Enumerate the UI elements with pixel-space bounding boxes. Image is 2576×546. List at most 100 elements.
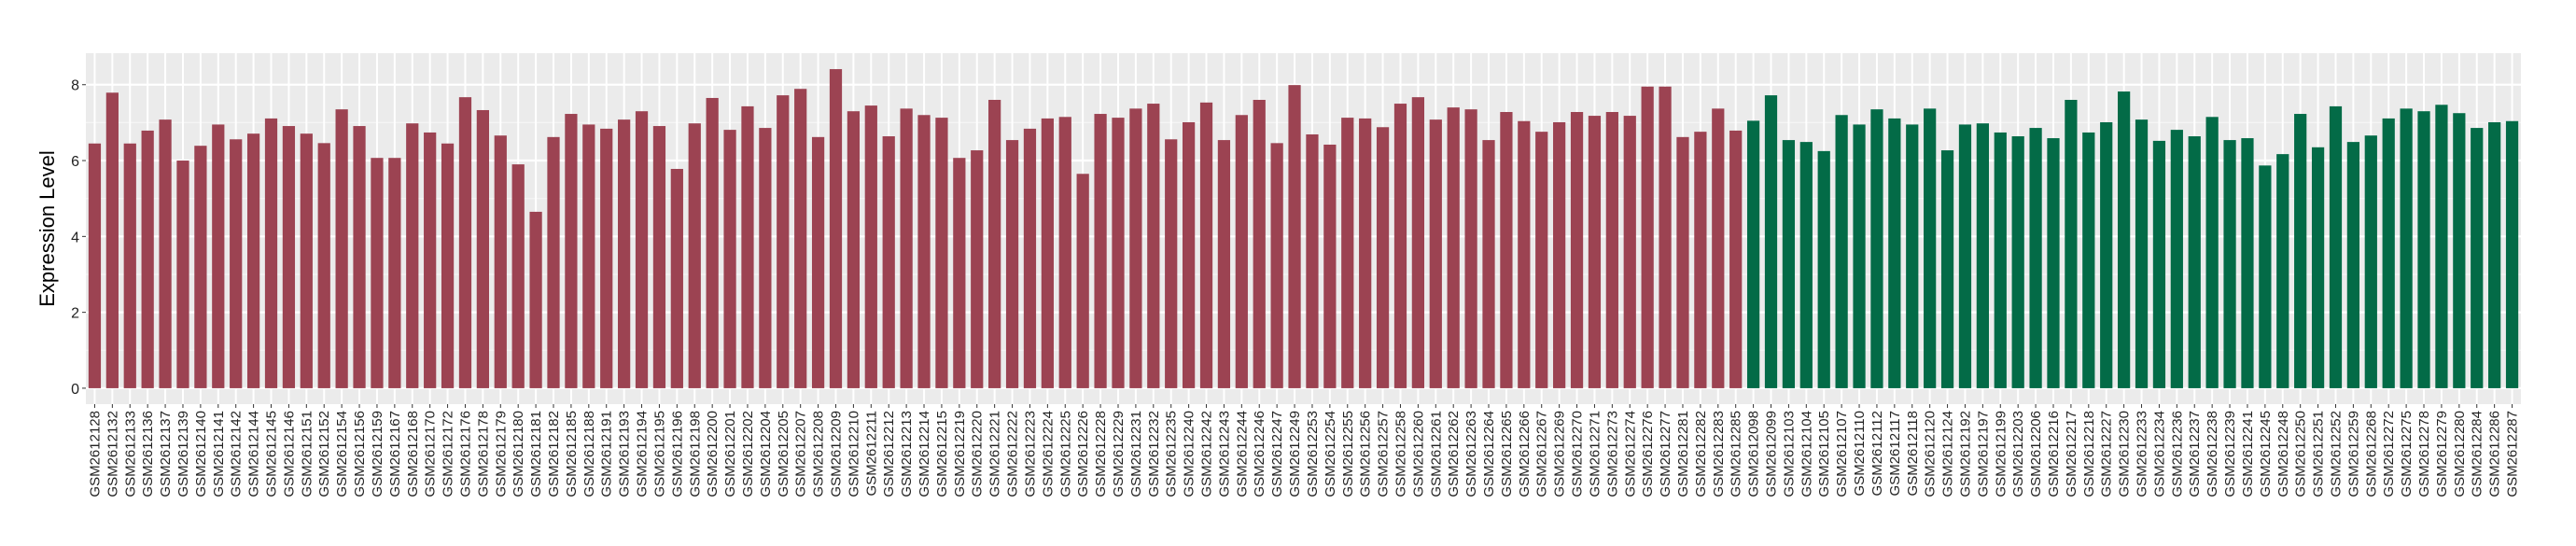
bar-GSM2612244 bbox=[1235, 115, 1248, 388]
x-tick-label: GSM2612257 bbox=[1376, 411, 1392, 497]
x-tick-label: GSM2612192 bbox=[1957, 411, 1973, 497]
x-tick-label: GSM2612176 bbox=[457, 411, 473, 497]
bar-GSM2612228 bbox=[1094, 114, 1107, 388]
bar-GSM2612107 bbox=[1835, 115, 1848, 388]
bar-GSM2612238 bbox=[2205, 117, 2219, 388]
bar-GSM2612213 bbox=[900, 108, 913, 388]
x-tick-label: GSM2612198 bbox=[687, 411, 703, 497]
bar-GSM2612167 bbox=[388, 158, 401, 388]
x-tick-label: GSM2612146 bbox=[281, 411, 297, 497]
x-tick-label: GSM2612137 bbox=[158, 411, 174, 497]
x-tick-label: GSM2612283 bbox=[1711, 411, 1727, 497]
bar-GSM2612246 bbox=[1253, 99, 1266, 388]
x-tick-label: GSM2612099 bbox=[1764, 411, 1780, 497]
bar-GSM2612159 bbox=[371, 158, 384, 388]
bar-GSM2612249 bbox=[1288, 85, 1301, 388]
x-tick-label: GSM2612204 bbox=[758, 411, 774, 497]
bar-GSM2612227 bbox=[2100, 121, 2113, 388]
x-tick-label: GSM2612255 bbox=[1340, 411, 1356, 497]
bar-GSM2612099 bbox=[1764, 95, 1778, 388]
x-tick-label: GSM2612206 bbox=[2028, 411, 2044, 497]
bar-GSM2612240 bbox=[1182, 121, 1196, 388]
bar-GSM2612232 bbox=[1147, 104, 1160, 388]
bar-GSM2612110 bbox=[1853, 124, 1866, 388]
bar-GSM2612104 bbox=[1799, 142, 1813, 388]
bar-GSM2612265 bbox=[1500, 112, 1513, 388]
bar-GSM2612237 bbox=[2188, 136, 2201, 388]
bar-GSM2612132 bbox=[105, 92, 119, 388]
bar-GSM2612220 bbox=[971, 150, 984, 388]
x-tick-label: GSM2612107 bbox=[1834, 411, 1850, 497]
x-tick-label: GSM2612210 bbox=[846, 411, 861, 497]
x-tick-label: GSM2612103 bbox=[1781, 411, 1797, 497]
bar-GSM2612196 bbox=[670, 168, 683, 388]
bar-GSM2612234 bbox=[2152, 140, 2166, 388]
bar-GSM2612152 bbox=[317, 143, 330, 388]
x-tick-label: GSM2612280 bbox=[2452, 411, 2468, 497]
bar-GSM2612278 bbox=[2417, 111, 2430, 388]
bar-GSM2612260 bbox=[1411, 97, 1425, 388]
x-axis: GSM2612128 GSM2612132 GSM2612133 GSM2612136… bbox=[87, 404, 2521, 497]
y-tick-label: 6 bbox=[71, 154, 79, 170]
x-tick-label: GSM2612284 bbox=[2470, 411, 2485, 497]
bar-GSM2612256 bbox=[1359, 118, 1372, 388]
x-tick-label: GSM2612260 bbox=[1410, 411, 1426, 497]
x-tick-label: GSM2612208 bbox=[811, 411, 827, 497]
x-tick-label: GSM2612281 bbox=[1675, 411, 1691, 497]
bar-GSM2612242 bbox=[1199, 102, 1213, 388]
x-tick-label: GSM2612110 bbox=[1852, 411, 1868, 496]
x-tick-label: GSM2612227 bbox=[2099, 411, 2115, 497]
x-tick-label: GSM2612181 bbox=[528, 411, 544, 497]
bar-GSM2612274 bbox=[1623, 116, 1636, 388]
x-tick-label: GSM2612223 bbox=[1022, 411, 1038, 497]
x-tick-label: GSM2612241 bbox=[2240, 411, 2256, 497]
x-tick-label: GSM2612228 bbox=[1093, 411, 1109, 497]
x-tick-label: GSM2612203 bbox=[2010, 411, 2026, 497]
bar-GSM2612276 bbox=[1641, 86, 1654, 388]
x-tick-label: GSM2612259 bbox=[2345, 411, 2361, 497]
x-tick-label: GSM2612266 bbox=[1517, 411, 1533, 497]
x-tick-label: GSM2612271 bbox=[1587, 411, 1603, 497]
bar-GSM2612248 bbox=[2276, 154, 2289, 388]
bar-GSM2612262 bbox=[1447, 107, 1460, 388]
x-tick-label: GSM2612225 bbox=[1057, 411, 1073, 497]
bar-GSM2612188 bbox=[582, 124, 595, 388]
x-tick-label: GSM2612182 bbox=[546, 411, 562, 497]
bar-GSM2612250 bbox=[2294, 114, 2307, 388]
x-tick-label: GSM2612243 bbox=[1216, 411, 1232, 497]
bar-GSM2612222 bbox=[1005, 140, 1019, 388]
bar-GSM2612193 bbox=[618, 119, 631, 388]
bar-GSM2612208 bbox=[811, 136, 825, 388]
x-tick-label: GSM2612142 bbox=[229, 411, 245, 497]
bar-GSM2612151 bbox=[300, 133, 313, 388]
x-tick-label: GSM2612136 bbox=[140, 411, 156, 497]
x-tick-label: GSM2612246 bbox=[1252, 411, 1267, 497]
x-tick-label: GSM2612144 bbox=[246, 411, 262, 497]
x-tick-label: GSM2612233 bbox=[2135, 411, 2150, 497]
x-tick-label: GSM2612231 bbox=[1128, 411, 1144, 497]
x-tick-label: GSM2612201 bbox=[722, 411, 738, 497]
x-tick-label: GSM2612263 bbox=[1463, 411, 1479, 497]
bar-GSM2612264 bbox=[1482, 140, 1495, 388]
bar-GSM2612230 bbox=[2118, 91, 2131, 388]
bar-GSM2612203 bbox=[2011, 136, 2024, 388]
bar-GSM2612201 bbox=[723, 130, 736, 388]
bar-GSM2612221 bbox=[988, 99, 1001, 388]
bar-GSM2612124 bbox=[1940, 150, 1954, 388]
bar-GSM2612267 bbox=[1535, 132, 1548, 388]
x-tick-label: GSM2612272 bbox=[2381, 411, 2397, 497]
x-tick-label: GSM2612265 bbox=[1499, 411, 1515, 497]
bar-GSM2612098 bbox=[1746, 120, 1760, 388]
x-tick-label: GSM2612209 bbox=[828, 411, 844, 497]
bar-GSM2612216 bbox=[2047, 138, 2060, 388]
bar-GSM2612198 bbox=[688, 123, 701, 388]
bar-GSM2612241 bbox=[2241, 138, 2254, 388]
x-tick-label: GSM2612253 bbox=[1305, 411, 1321, 497]
bar-GSM2612217 bbox=[2065, 99, 2078, 388]
plot-panel bbox=[86, 53, 2521, 404]
x-tick-label: GSM2612133 bbox=[122, 411, 138, 497]
x-tick-label: GSM2612232 bbox=[1146, 411, 1162, 497]
bar-GSM2612286 bbox=[2488, 121, 2501, 388]
bar-GSM2612266 bbox=[1518, 120, 1531, 388]
